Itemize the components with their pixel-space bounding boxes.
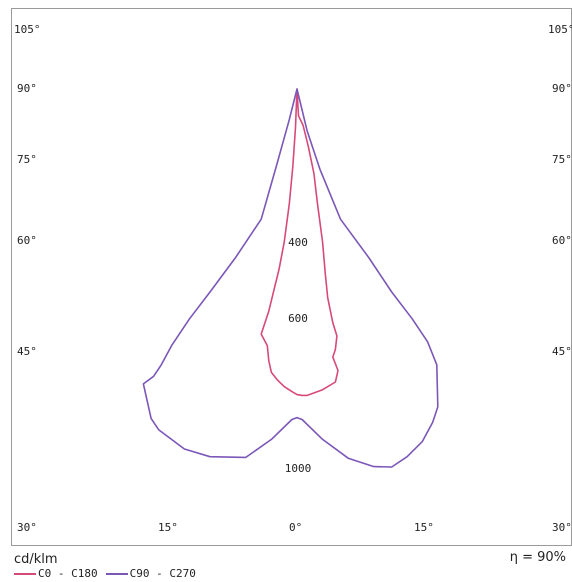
legend-item-c90-c270: C90 - C270 xyxy=(105,567,196,580)
value-label-1000: 1000 xyxy=(285,462,312,475)
legend-label-c0-c180: C0 - C180 xyxy=(38,567,98,580)
legend-swatch-c0-c180 xyxy=(14,572,36,575)
angle-label-right-45: 45° xyxy=(552,345,572,358)
angle-label-left-90: 90° xyxy=(17,82,37,95)
series-line-c0-c180 xyxy=(260,88,339,397)
bottom-label-30-left: 30° xyxy=(17,521,37,534)
unit-label: cd/klm xyxy=(14,552,58,567)
bottom-label-15-right: 15° xyxy=(414,521,434,534)
legend: C0 - C180 C90 - C270 xyxy=(14,567,204,580)
series-line-c90-c270 xyxy=(142,88,439,468)
angle-label-left-60: 60° xyxy=(17,234,37,247)
angle-label-right-60: 60° xyxy=(552,234,572,247)
legend-item-c0-c180: C0 - C180 xyxy=(14,567,98,580)
legend-label-c90-c270: C90 - C270 xyxy=(129,567,196,580)
angle-label-right-90: 90° xyxy=(552,82,572,95)
efficiency-label: η = 90% xyxy=(509,550,566,565)
angle-label-left-75: 75° xyxy=(17,153,37,166)
value-label-400: 400 xyxy=(288,236,308,249)
angle-label-right-75: 75° xyxy=(552,153,572,166)
angle-label-right-105: 105° xyxy=(548,23,572,36)
angle-label-left-45: 45° xyxy=(17,345,37,358)
bottom-label-15-left: 15° xyxy=(158,521,178,534)
value-label-600: 600 xyxy=(288,312,308,325)
angle-label-left-105: 105° xyxy=(14,23,41,36)
bottom-label-0: 0° xyxy=(289,521,302,534)
legend-swatch-c90-c270 xyxy=(105,572,128,575)
bottom-label-30-right: 30° xyxy=(552,521,572,534)
